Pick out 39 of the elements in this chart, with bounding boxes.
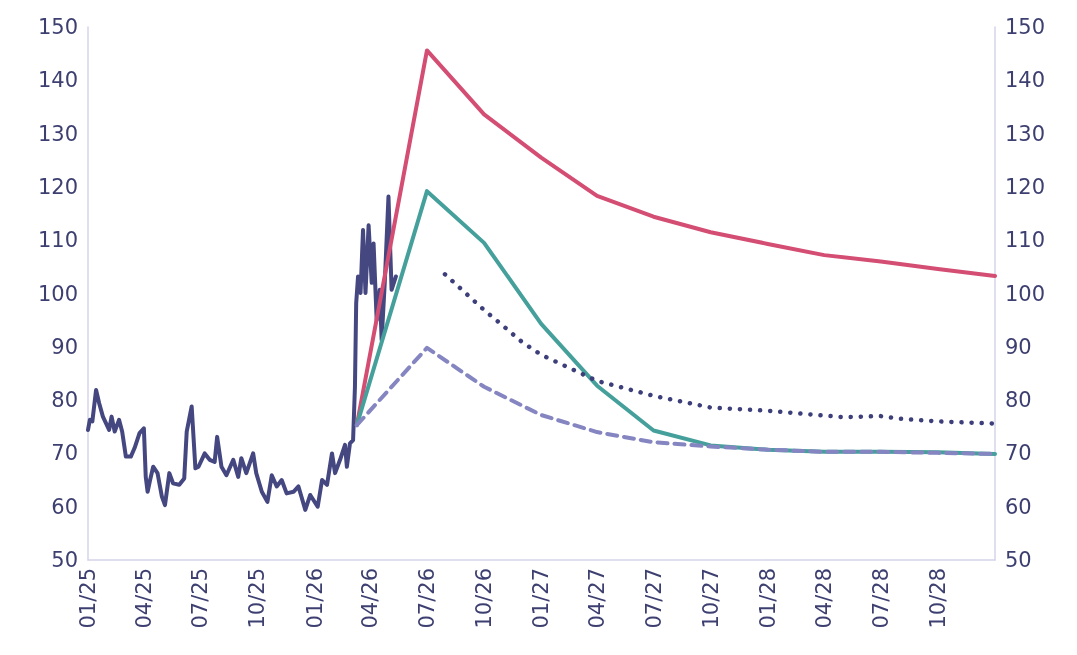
y-tick-label: 90 [51, 334, 78, 359]
y-tick-label: 100 [37, 281, 78, 306]
y-tick-label: 110 [37, 228, 78, 253]
y-tick-label: 130 [37, 121, 78, 146]
y2-tick-label: 80 [1005, 388, 1032, 413]
y2-tick-label: 140 [1005, 68, 1046, 93]
x-tick-label: 04/26 [358, 568, 383, 629]
y-tick-label: 140 [37, 68, 78, 93]
y-tick-label: 50 [51, 548, 78, 572]
x-tick-label: 04/25 [131, 568, 156, 629]
x-tick-label: 01/26 [302, 568, 327, 629]
y2-tick-label: 110 [1005, 228, 1046, 253]
line-series [86, 194, 398, 512]
x-tick-label: 07/28 [868, 568, 893, 629]
y2-tick-label: 100 [1005, 281, 1046, 306]
y-tick-label: 80 [51, 388, 78, 413]
x-tick-label: 10/27 [698, 568, 723, 629]
y2-tick-label: 50 [1005, 548, 1032, 572]
y2-tick-label: 130 [1005, 121, 1046, 146]
x-tick-label: 10/26 [472, 568, 497, 629]
x-tick-label: 04/27 [585, 568, 610, 629]
y-tick-label: 70 [51, 441, 78, 466]
x-tick-label: 07/26 [414, 568, 439, 629]
x-tick-label: 10/25 [245, 568, 270, 629]
y2-tick-label: 120 [1005, 174, 1046, 199]
x-tick-label: 01/27 [529, 568, 554, 629]
y-tick-label: 120 [37, 174, 78, 199]
y2-tick-label: 90 [1005, 334, 1032, 359]
x-tick-label: 10/28 [925, 568, 950, 629]
y2-tick-label: 150 [1005, 15, 1046, 39]
y-tick-label: 150 [37, 15, 78, 39]
y2-tick-label: 60 [1005, 494, 1032, 519]
x-tick-label: 01/25 [76, 568, 100, 629]
x-tick-label: 01/28 [755, 568, 780, 629]
x-tick-label: 07/25 [188, 568, 213, 629]
x-tick-label: 07/27 [641, 568, 666, 629]
x-tick-label: 04/28 [812, 568, 837, 629]
y-tick-label: 60 [51, 494, 78, 519]
y2-tick-label: 70 [1005, 441, 1032, 466]
